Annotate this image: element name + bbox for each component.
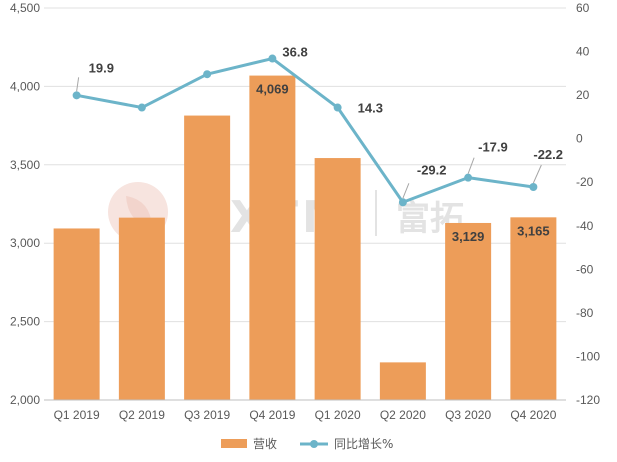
x-tick-label: Q4 2020 — [510, 408, 556, 422]
legend-swatch-point — [310, 440, 318, 448]
y-left-tick-label: 3,000 — [10, 236, 40, 250]
yoy-growth-point — [529, 183, 538, 192]
yoy-growth-label: -29.2 — [417, 162, 447, 177]
x-tick-label: Q4 2019 — [249, 408, 295, 422]
revenue-bar — [249, 75, 296, 400]
revenue-bar — [314, 158, 361, 400]
line-series-yoy — [72, 54, 538, 207]
yoy-growth-point — [333, 103, 342, 112]
yoy-growth-label: -22.2 — [533, 147, 563, 162]
label-leader-line — [402, 183, 410, 199]
bar-series-revenue — [53, 75, 557, 401]
yoy-growth-label: -17.9 — [478, 140, 508, 155]
yoy-growth-point — [268, 54, 277, 63]
legend-label-revenue: 营收 — [253, 437, 277, 451]
yoy-growth-label: 14.3 — [358, 101, 383, 116]
x-tick-label: Q1 2019 — [54, 408, 100, 422]
yoy-growth-point — [203, 70, 212, 79]
yoy-growth-line — [76, 57, 534, 204]
revenue-bar — [510, 217, 557, 400]
y-right-tick-label: -120 — [576, 393, 600, 407]
axes: 2,000 2,500 3,000 3,500 4,000 4,500 -120 -100 -8… — [10, 1, 600, 422]
x-tick-label: Q2 2019 — [119, 408, 165, 422]
yoy-growth-point — [398, 198, 407, 207]
yoy-growth-label: 19.9 — [89, 60, 114, 75]
yoy-growth-point — [137, 103, 146, 112]
revenue-bar — [53, 228, 100, 400]
y-left-tick-label: 4,500 — [10, 1, 40, 15]
y-left-tick-label: 3,500 — [10, 158, 40, 172]
x-tick-label: Q2 2020 — [380, 408, 426, 422]
revenue-bar-label: 3,165 — [517, 223, 550, 238]
yoy-growth-label: 36.8 — [282, 45, 307, 60]
y-right-tick-label: -80 — [576, 306, 594, 320]
label-leader-line — [76, 77, 80, 92]
revenue-bar — [184, 115, 231, 401]
data-labels: 4,069 3,129 3,165 19.9 36.8 14.3 -29.2 -17.9 -22… — [76, 45, 563, 244]
y-left-tick-label: 4,000 — [10, 79, 40, 93]
label-leader-line — [467, 157, 475, 174]
legend: 营收 同比增长% — [221, 437, 393, 451]
yoy-growth-point — [464, 173, 473, 182]
revenue-bar — [118, 217, 165, 400]
y-left-tick-label: 2,000 — [10, 393, 40, 407]
label-leader-line — [532, 164, 542, 184]
y-right-tick-label: 20 — [576, 88, 590, 102]
x-tick-label: Q3 2019 — [184, 408, 230, 422]
y-right-tick-label: 40 — [576, 45, 590, 59]
y-right-tick-label: -100 — [576, 349, 600, 363]
legend-swatch-revenue — [221, 439, 247, 448]
revenue-bar-label: 4,069 — [256, 82, 289, 97]
legend-label-yoy: 同比增长% — [334, 437, 393, 451]
y-right-tick-label: -40 — [576, 219, 594, 233]
revenue-bar-label: 3,129 — [452, 229, 485, 244]
revenue-bar — [445, 222, 492, 400]
x-tick-label: Q1 2020 — [315, 408, 361, 422]
y-right-tick-label: 0 — [576, 132, 583, 146]
y-right-tick-label: -20 — [576, 175, 594, 189]
y-right-tick-label: -60 — [576, 262, 594, 276]
y-left-tick-label: 2,500 — [10, 315, 40, 329]
y-right-tick-label: 60 — [576, 1, 590, 15]
revenue-bar — [379, 362, 426, 400]
x-tick-label: Q3 2020 — [445, 408, 491, 422]
yoy-growth-point — [72, 91, 81, 100]
